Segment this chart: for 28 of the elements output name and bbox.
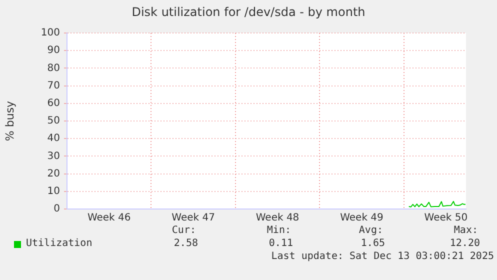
y-tick-label: 80 — [47, 62, 60, 74]
y-tick-label: 30 — [47, 150, 60, 162]
text: Max: — [454, 225, 478, 236]
text: 0.11 — [268, 238, 293, 249]
text: Min: — [266, 225, 291, 236]
x-tick-label: Week 49 — [340, 212, 384, 224]
x-tick-label: Week 48 — [256, 212, 300, 224]
chart-title: Disk utilization for /dev/sda - by month — [130, 5, 366, 19]
x-tick-label: Week 50 — [424, 212, 468, 224]
y-tick-label: 90 — [47, 45, 60, 56]
y-tick-label: 10 — [47, 186, 60, 197]
text: 12.20 — [450, 238, 480, 249]
text: Last update: Sat Dec 13 03:00:21 2025 — [271, 251, 494, 262]
y-tick-label: 0 — [54, 204, 60, 215]
y-tick-label: 100 — [40, 28, 60, 39]
y-axis-title: % busy — [3, 100, 16, 142]
y-tick-label: 70 — [47, 80, 60, 92]
x-tick-label: Week 47 — [172, 212, 215, 224]
text: 2.58 — [174, 238, 198, 249]
text: 1.65 — [360, 238, 385, 249]
y-tick-label: 50 — [47, 116, 60, 127]
y-tick-label: 60 — [47, 98, 60, 109]
y-tick-label: 40 — [47, 133, 60, 144]
text: Avg: — [358, 225, 383, 236]
text: Cur: — [172, 225, 196, 236]
legend-label: Utilization — [26, 238, 92, 249]
y-tick-label: 20 — [47, 168, 60, 180]
x-tick-label: Week 46 — [87, 212, 131, 224]
